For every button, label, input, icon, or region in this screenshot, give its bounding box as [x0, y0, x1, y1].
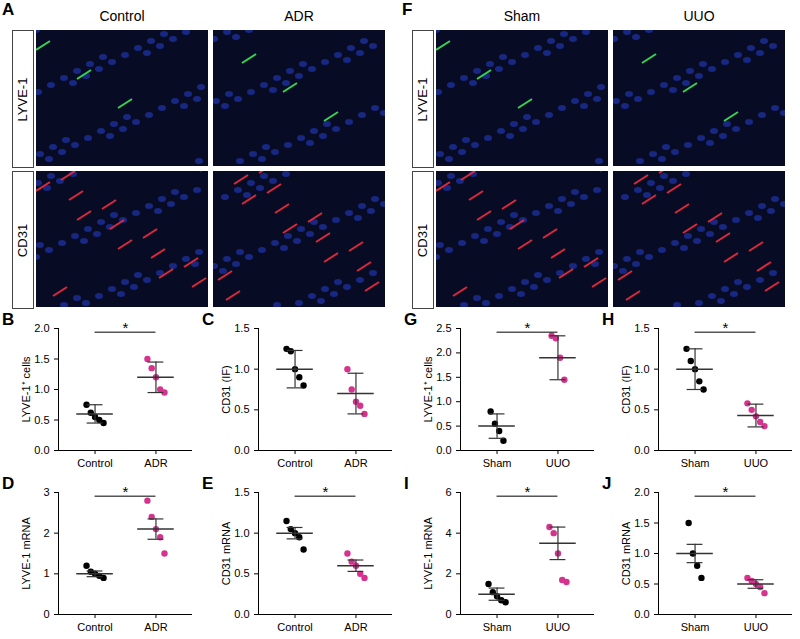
- svg-text:*: *: [123, 319, 129, 336]
- html-text:D: D: [2, 474, 15, 493]
- html-text:CD31: CD31: [15, 223, 31, 257]
- svg-text:0.5: 0.5: [634, 403, 649, 415]
- svg-text:1: 1: [43, 567, 49, 579]
- svg-text:ADR: ADR: [144, 621, 167, 633]
- svg-text:0: 0: [43, 608, 49, 620]
- svg-text:0.0: 0.0: [234, 444, 249, 456]
- html-text:CD31: CD31: [415, 223, 431, 257]
- html-text:B: B: [2, 310, 15, 329]
- svg-text:*: *: [323, 483, 329, 500]
- svg-text:*: *: [525, 483, 531, 500]
- svg-text:1.5: 1.5: [34, 353, 49, 365]
- svg-text:0.5: 0.5: [234, 403, 249, 415]
- svg-text:2.0: 2.0: [634, 486, 649, 498]
- svg-text:Control: Control: [77, 621, 112, 633]
- html-text:I: I: [404, 474, 409, 493]
- svg-text:LYVE-1 mRNA: LYVE-1 mRNA: [20, 517, 32, 590]
- svg-text:1.5: 1.5: [234, 486, 249, 498]
- svg-text:UUO: UUO: [546, 457, 571, 469]
- svg-text:1.0: 1.0: [34, 383, 49, 395]
- svg-text:UUO: UUO: [744, 621, 769, 633]
- svg-text:CD31 mRNA: CD31 mRNA: [220, 521, 232, 585]
- svg-text:1.5: 1.5: [234, 322, 249, 334]
- svg-text:ADR: ADR: [144, 457, 167, 469]
- svg-text:Sham: Sham: [681, 457, 710, 469]
- svg-text:Sham: Sham: [483, 457, 512, 469]
- svg-text:ADR: ADR: [344, 621, 367, 633]
- svg-text:6: 6: [445, 486, 451, 498]
- svg-text:Control: Control: [277, 457, 312, 469]
- svg-text:0.0: 0.0: [634, 444, 649, 456]
- html-text:C: C: [202, 310, 215, 329]
- svg-text:Control: Control: [77, 457, 112, 469]
- svg-text:1.0: 1.0: [436, 395, 451, 407]
- svg-text:Control: Control: [277, 621, 312, 633]
- svg-text:*: *: [723, 483, 729, 500]
- svg-text:2.0: 2.0: [34, 322, 49, 334]
- svg-text:ADR: ADR: [344, 457, 367, 469]
- svg-text:CD31 (IF): CD31 (IF): [220, 365, 232, 413]
- svg-text:0.0: 0.0: [234, 608, 249, 620]
- svg-text:CD31 (IF): CD31 (IF): [620, 365, 632, 413]
- html-text:UUO: UUO: [683, 8, 715, 24]
- html-text:Sham: Sham: [503, 8, 541, 24]
- html-text:A: A: [2, 0, 15, 19]
- svg-text:0.5: 0.5: [234, 567, 249, 579]
- svg-text:CD31 mRNA: CD31 mRNA: [620, 521, 632, 585]
- html-text:F: F: [402, 0, 413, 19]
- svg-text:1.0: 1.0: [234, 527, 249, 539]
- svg-text:2: 2: [445, 567, 451, 579]
- svg-text:0.5: 0.5: [634, 578, 649, 590]
- svg-text:0.0: 0.0: [34, 444, 49, 456]
- svg-text:0.0: 0.0: [634, 608, 649, 620]
- svg-text:UUO: UUO: [744, 457, 769, 469]
- svg-text:2.5: 2.5: [436, 322, 451, 334]
- svg-text:0.5: 0.5: [436, 420, 451, 432]
- svg-text:0: 0: [445, 608, 451, 620]
- svg-text:LYVE-1⁺ cells: LYVE-1⁺ cells: [20, 356, 32, 423]
- svg-text:0.0: 0.0: [436, 444, 451, 456]
- svg-text:1.0: 1.0: [634, 547, 649, 559]
- html-text:E: E: [202, 474, 214, 493]
- svg-text:*: *: [123, 483, 129, 500]
- svg-text:UUO: UUO: [546, 621, 571, 633]
- svg-text:0.5: 0.5: [34, 414, 49, 426]
- html-text:LYVE-1: LYVE-1: [15, 77, 31, 121]
- html-text:Control: Control: [99, 8, 145, 24]
- svg-text:*: *: [525, 319, 531, 336]
- svg-text:LYVE-1⁺ cells: LYVE-1⁺ cells: [422, 356, 434, 423]
- html-text:G: G: [404, 310, 418, 329]
- svg-text:1.0: 1.0: [234, 363, 249, 375]
- svg-text:Sham: Sham: [483, 621, 512, 633]
- svg-text:2: 2: [43, 527, 49, 539]
- svg-text:3: 3: [43, 486, 49, 498]
- svg-text:1.0: 1.0: [634, 363, 649, 375]
- svg-text:1.5: 1.5: [436, 371, 451, 383]
- svg-text:LYVE-1 mRNA: LYVE-1 mRNA: [422, 517, 434, 590]
- svg-text:*: *: [723, 319, 729, 336]
- html-text:ADR: ADR: [284, 8, 314, 24]
- svg-text:1.5: 1.5: [634, 322, 649, 334]
- svg-text:4: 4: [445, 527, 451, 539]
- svg-text:2.0: 2.0: [436, 346, 451, 358]
- html-text:LYVE-1: LYVE-1: [415, 77, 431, 121]
- svg-text:Sham: Sham: [681, 621, 710, 633]
- html-text:J: J: [602, 474, 612, 493]
- svg-text:1.5: 1.5: [634, 517, 649, 529]
- html-text:H: H: [602, 310, 615, 329]
